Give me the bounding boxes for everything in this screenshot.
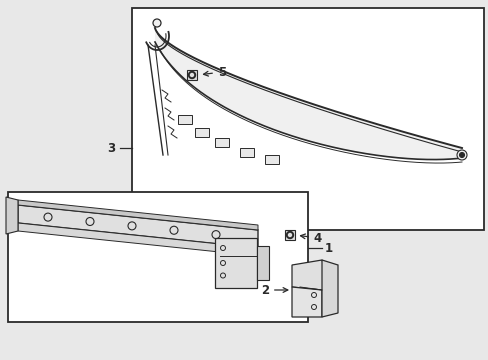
Polygon shape — [155, 28, 461, 159]
Polygon shape — [291, 260, 329, 290]
Circle shape — [459, 153, 464, 158]
Polygon shape — [18, 200, 258, 230]
Bar — [240, 148, 253, 157]
Text: 3: 3 — [107, 141, 115, 154]
Circle shape — [288, 234, 291, 237]
Bar — [264, 155, 279, 164]
Bar — [257, 246, 268, 280]
Text: 4: 4 — [300, 231, 322, 244]
Polygon shape — [321, 260, 337, 317]
Circle shape — [456, 150, 466, 160]
Bar — [215, 238, 257, 288]
Circle shape — [286, 231, 293, 239]
Bar — [285, 230, 294, 240]
Bar — [186, 70, 197, 80]
Polygon shape — [6, 197, 18, 234]
Polygon shape — [18, 223, 258, 256]
Bar — [178, 115, 192, 124]
Circle shape — [153, 19, 161, 27]
Circle shape — [190, 73, 193, 77]
Text: 5: 5 — [203, 66, 225, 78]
Polygon shape — [18, 205, 258, 248]
Bar — [215, 138, 228, 147]
Text: 1: 1 — [325, 242, 332, 255]
Polygon shape — [291, 287, 321, 317]
Circle shape — [188, 72, 195, 78]
Text: 2: 2 — [261, 284, 287, 297]
Bar — [195, 128, 208, 137]
Bar — [8, 192, 307, 322]
Bar — [132, 8, 483, 230]
